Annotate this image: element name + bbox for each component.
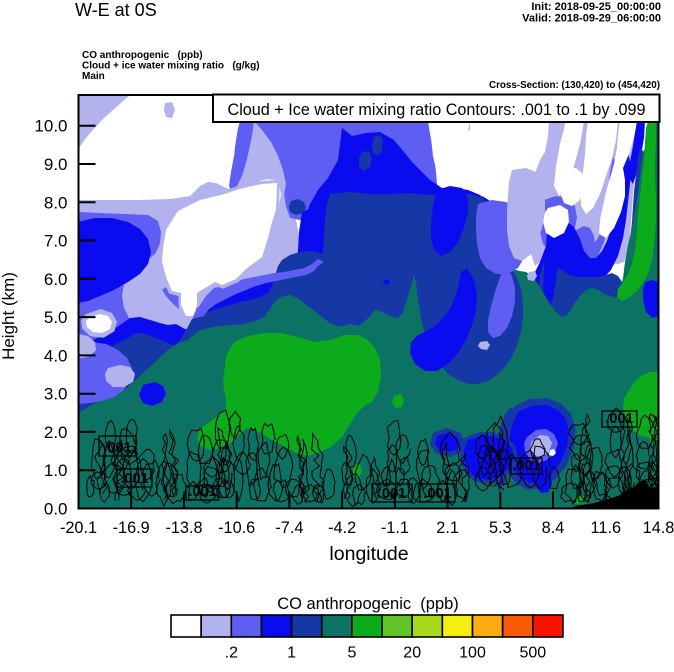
svg-text:.001: .001 (605, 411, 633, 427)
svg-text:.001: .001 (423, 486, 451, 502)
svg-text:8.4: 8.4 (542, 519, 565, 537)
svg-text:Cross-Section: (130,420) to (4: Cross-Section: (130,420) to (454,420) (489, 80, 660, 91)
svg-text:10.0: 10.0 (34, 117, 67, 136)
svg-text:5.0: 5.0 (44, 308, 68, 327)
svg-text:20: 20 (403, 645, 421, 662)
svg-text:CO anthropogenic (ppb): CO anthropogenic (ppb) (82, 50, 203, 61)
svg-text:-20.1: -20.1 (60, 519, 97, 537)
svg-text:500: 500 (519, 645, 546, 662)
svg-text:Valid: 2018-09-29_06:00:00: Valid: 2018-09-29_06:00:00 (522, 13, 661, 25)
svg-text:.001: .001 (378, 486, 406, 502)
svg-text:5.3: 5.3 (489, 519, 512, 537)
svg-text:Cloud + Ice water mixing ratio: Cloud + Ice water mixing ratio Contours:… (228, 101, 646, 119)
svg-text:0.0: 0.0 (44, 500, 68, 519)
svg-text:.001: .001 (103, 440, 131, 456)
svg-text:-16.9: -16.9 (113, 519, 150, 537)
svg-text:.2: .2 (225, 645, 238, 662)
svg-text:11.6: 11.6 (591, 519, 621, 537)
svg-text:-4.2: -4.2 (328, 519, 356, 537)
svg-text:Height (km): Height (km) (0, 272, 18, 360)
svg-text:-10.6: -10.6 (218, 519, 255, 537)
svg-text:100: 100 (459, 645, 486, 662)
svg-text:4.0: 4.0 (44, 346, 68, 365)
svg-text:-13.8: -13.8 (165, 519, 202, 537)
svg-text:Init: 2018-09-25_00:00:00: Init: 2018-09-25_00:00:00 (531, 1, 661, 13)
svg-text:W-E at 0S: W-E at 0S (75, 0, 157, 20)
svg-text:6.0: 6.0 (44, 270, 68, 289)
svg-text:Cloud + ice water mixing ratio: Cloud + ice water mixing ratio (g/kg) (82, 61, 260, 72)
svg-text:7.0: 7.0 (44, 232, 68, 251)
svg-text:longitude: longitude (329, 543, 408, 565)
svg-text:CO anthropogenic (ppb): CO anthropogenic (ppb) (277, 595, 459, 613)
svg-text:.001: .001 (512, 458, 540, 474)
svg-text:14.8: 14.8 (643, 519, 674, 537)
svg-text:-7.4: -7.4 (275, 519, 303, 537)
svg-text:9.0: 9.0 (44, 155, 68, 174)
svg-text:2.1: 2.1 (436, 519, 459, 537)
svg-text:-1.1: -1.1 (381, 519, 409, 537)
svg-text:8.0: 8.0 (44, 193, 68, 212)
svg-text:1.0: 1.0 (44, 461, 68, 480)
svg-text:1: 1 (287, 645, 296, 662)
svg-text:2.0: 2.0 (44, 423, 68, 442)
svg-text:.001: .001 (188, 484, 216, 500)
svg-text:Main: Main (82, 71, 105, 82)
svg-text:3.0: 3.0 (44, 385, 68, 404)
svg-text:5: 5 (347, 645, 356, 662)
svg-text:.001: .001 (120, 471, 148, 487)
